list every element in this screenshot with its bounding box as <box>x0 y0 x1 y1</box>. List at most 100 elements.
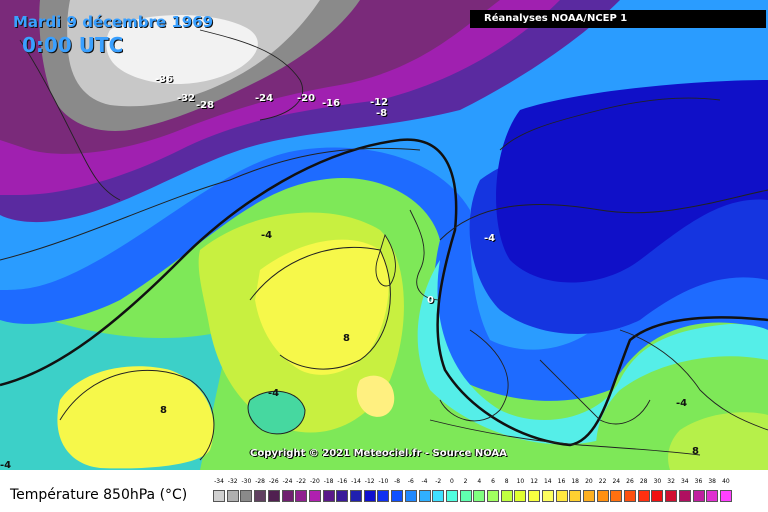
isoline-label: -8 <box>376 108 388 119</box>
legend-tick-label: -2 <box>435 478 442 485</box>
isoline-label: -12 <box>370 97 389 108</box>
map-time: 0:00 UTC <box>22 33 124 57</box>
legend-tick-label: -30 <box>241 478 252 485</box>
legend-swatch <box>391 490 404 502</box>
band-yellow-center <box>255 239 389 375</box>
isoline-label: -4 <box>484 233 496 244</box>
legend-swatch <box>363 490 376 502</box>
legend-swatch <box>473 490 486 502</box>
color-scale: -34 -32 -30 -28 -26 -24 -22 -20 -18 -16 -14 -12 -10-… <box>213 478 753 510</box>
legend-swatch <box>281 490 294 502</box>
legend-tick-label: 10 <box>516 478 525 485</box>
isotherm-thin-5 <box>439 189 768 241</box>
isotherm-thin-2 <box>59 369 215 461</box>
map-date: Mardi 9 décembre 1969 <box>13 13 214 31</box>
legend-tick-label: 18 <box>571 478 579 485</box>
legend-swatch <box>678 490 691 502</box>
band-lime-se <box>668 412 768 470</box>
legend-tick-label: -16 <box>337 478 348 485</box>
legend-tick-label: 2 <box>463 478 468 485</box>
legend-tick-label: -10 <box>378 478 389 485</box>
source-label: Réanalyses NOAA/NCEP 1 <box>470 10 766 28</box>
legend-tick-label: 24 <box>612 478 621 485</box>
isoline-label: 8 <box>692 446 699 457</box>
legend-tick-label: -20 <box>309 478 320 485</box>
legend-tick-label: 40 <box>722 478 730 485</box>
legend-swatch <box>665 490 678 502</box>
legend-tick-label: 28 <box>639 478 648 485</box>
legend-swatch <box>226 490 239 502</box>
isotherm-zero <box>0 138 768 447</box>
legend-swatch <box>651 490 664 502</box>
legend-swatch <box>254 490 267 502</box>
band-white <box>106 15 258 85</box>
legend-tick-label: 26 <box>626 478 634 485</box>
legend-swatch <box>610 490 623 502</box>
legend-swatch <box>541 490 554 502</box>
legend-swatch <box>569 490 582 502</box>
isoline-label: 0 <box>427 295 434 306</box>
isotherm-thin-1 <box>249 246 391 370</box>
legend-tick-label: 32 <box>667 478 675 485</box>
legend-tick-label: -6 <box>407 478 414 485</box>
legend-swatch <box>596 490 609 502</box>
legend-tick-label: 0 <box>449 478 454 485</box>
legend-swatch <box>295 490 308 502</box>
legend-tick-label: 6 <box>491 478 495 485</box>
legend-swatch <box>404 490 417 502</box>
legend-swatch <box>555 490 568 502</box>
isoline-label: -4 <box>676 398 688 409</box>
legend-tick-label: -22 <box>296 478 307 485</box>
isotherm-thin-4 <box>0 147 421 261</box>
legend-tick-label: -32 <box>227 478 238 485</box>
isoline-label: -32 <box>177 93 196 104</box>
legend-swatch <box>350 490 362 502</box>
isoline-label: -28 <box>196 100 215 111</box>
band-yellow-small <box>356 375 395 417</box>
legend-swatch <box>432 490 445 502</box>
legend-swatch <box>445 490 458 502</box>
isoline-label: -4 <box>268 388 280 399</box>
isoline-label: -20 <box>297 93 316 104</box>
legend-swatch <box>459 490 472 502</box>
legend-tick-label: 8 <box>504 478 509 485</box>
legend-swatch <box>719 490 732 502</box>
legend-title: Température 850hPa (°C) <box>10 487 188 503</box>
isoline-label: -24 <box>255 93 274 104</box>
isotherm-thin-3 <box>247 390 306 435</box>
legend-swatch <box>308 490 321 502</box>
legend-swatch <box>692 490 705 502</box>
legend-swatch <box>487 490 499 502</box>
legend-swatch <box>528 490 541 502</box>
isoline-label: -16 <box>322 98 341 109</box>
coastlines <box>19 29 768 456</box>
isoline-label: 8 <box>160 405 167 416</box>
legend-tick-label: -12 <box>364 478 375 485</box>
legend-tick-label: 14 <box>543 478 552 485</box>
legend-swatch <box>322 490 335 502</box>
legend-tick-label: -8 <box>394 478 401 485</box>
legend-swatch <box>637 490 650 502</box>
legend-swatch <box>514 490 527 502</box>
legend-swatch <box>706 490 719 502</box>
legend-tick-label: -28 <box>255 478 265 485</box>
legend-tick-label: 12 <box>530 478 538 485</box>
legend-swatch <box>377 490 390 502</box>
isoline-label: -4 <box>261 230 273 241</box>
legend-tick-label: 16 <box>557 478 566 485</box>
legend-tick-label: -26 <box>268 478 279 485</box>
legend-tick-label: 38 <box>708 478 716 485</box>
legend-swatch <box>418 490 431 502</box>
legend-swatch <box>500 490 513 502</box>
isoline-label: 8 <box>343 333 350 344</box>
band-yellow-sw <box>57 366 214 469</box>
legend-tick-label: 4 <box>477 478 482 485</box>
legend-tick-label: -14 <box>351 478 361 485</box>
legend-swatch <box>582 490 595 502</box>
legend-swatch <box>336 490 349 502</box>
temperature-map <box>0 0 768 470</box>
legend-tick-label: -34 <box>214 478 224 485</box>
legend-tick-label: -18 <box>323 478 334 485</box>
legend-tick-label: 36 <box>694 478 703 485</box>
